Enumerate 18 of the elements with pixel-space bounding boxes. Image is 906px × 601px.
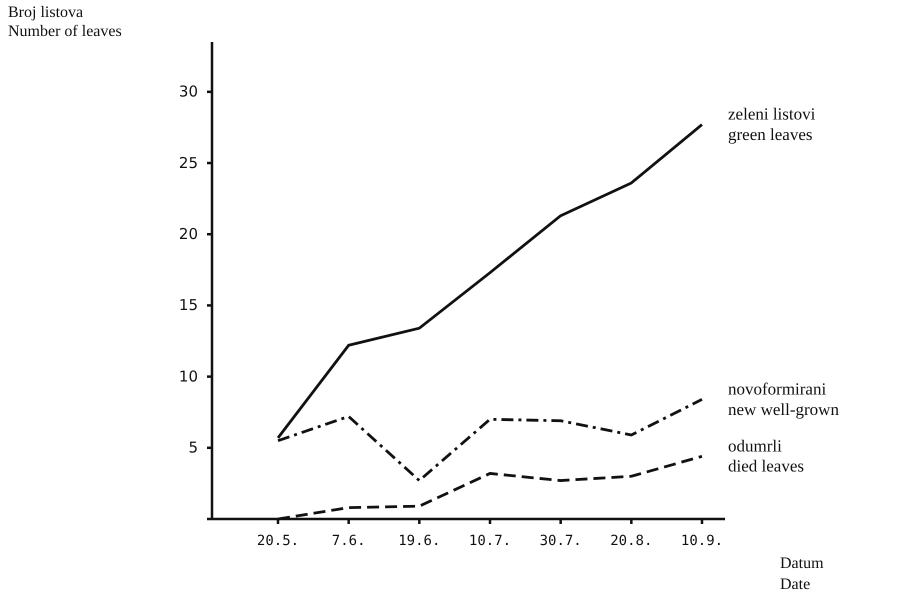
x-tick-label: 20.5.	[256, 533, 300, 550]
x-tick-label: 19.6.	[398, 533, 440, 550]
y-tick-label: 10	[178, 367, 198, 386]
series-label: odumrli died leaves	[728, 436, 804, 476]
series-label: zeleni listovi green leaves	[728, 104, 816, 144]
x-tick-label: 7.6.	[332, 533, 366, 550]
x-tick-label: 10.7.	[468, 533, 512, 550]
x-tick-label: 10.9.	[680, 533, 724, 550]
y-tick-label: 30	[178, 82, 198, 101]
y-tick-label: 5	[188, 438, 198, 457]
y-tick-label: 20	[178, 225, 198, 244]
y-axis-title: Broj listova Number of leaves	[8, 4, 122, 40]
series-label: novoformirani new well-grown	[728, 379, 840, 419]
y-tick-label: 15	[178, 296, 198, 314]
x-tick-label: 30.7.	[540, 533, 582, 550]
x-axis-title: Datum Date	[780, 555, 824, 593]
y-tick-label: 25	[178, 154, 198, 172]
x-tick-label: 20.8.	[610, 533, 652, 550]
